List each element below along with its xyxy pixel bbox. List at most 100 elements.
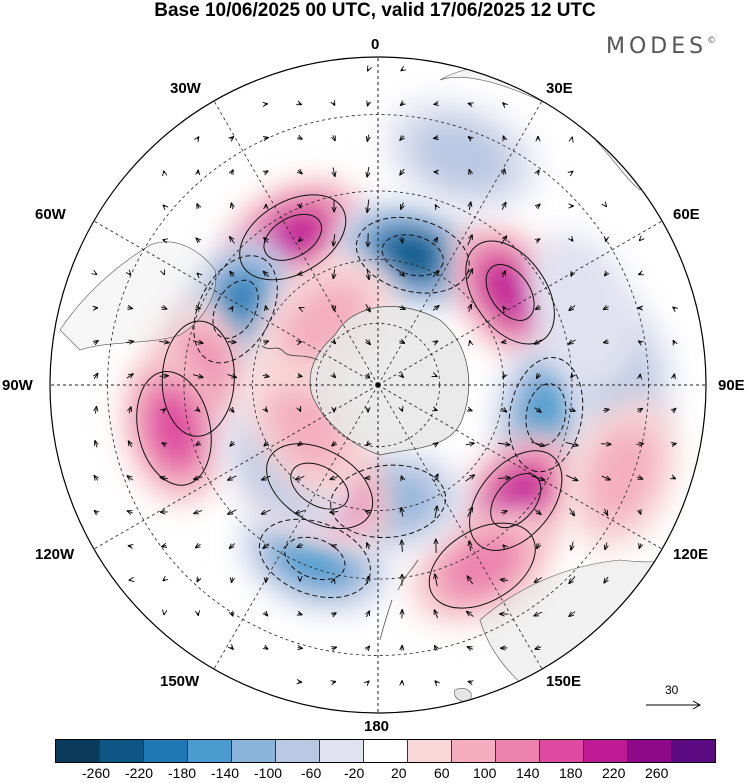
wind-arrow bbox=[299, 342, 302, 343]
wind-arrow bbox=[604, 508, 607, 515]
wind-arrow bbox=[334, 305, 335, 311]
colorbar-swatch bbox=[275, 740, 319, 762]
wind-arrow bbox=[400, 136, 404, 140]
wind-arrow bbox=[129, 407, 131, 414]
wind-arrow bbox=[606, 205, 607, 206]
wind-arrow bbox=[196, 443, 200, 445]
colorbar-swatch bbox=[539, 740, 583, 762]
wind-arrow bbox=[639, 341, 642, 343]
wind-arrow bbox=[128, 441, 131, 448]
wind-arrow bbox=[600, 444, 611, 445]
wind-arrow bbox=[501, 236, 506, 245]
wind-arrow bbox=[330, 477, 339, 480]
colorbar-swatch bbox=[451, 740, 495, 762]
wind-arrow bbox=[534, 408, 541, 412]
wind-arrow bbox=[399, 341, 404, 343]
wind-arrow bbox=[504, 169, 505, 175]
wind-arrow bbox=[126, 374, 133, 378]
wind-arrow bbox=[366, 611, 369, 618]
wind-arrow bbox=[231, 307, 233, 310]
wind-arrow bbox=[299, 204, 300, 208]
wind-arrow bbox=[263, 271, 270, 277]
wind-arrow bbox=[465, 443, 474, 445]
colorbar-tick-label: 220 bbox=[602, 765, 626, 781]
wind-arrow bbox=[674, 374, 675, 378]
wind-arrow bbox=[467, 269, 472, 280]
height-contour bbox=[469, 450, 563, 551]
wind-arrow bbox=[163, 409, 166, 411]
wind-arrow bbox=[264, 138, 269, 139]
wind-arrow bbox=[467, 507, 473, 518]
wind-arrow bbox=[470, 341, 471, 344]
wind-arrow bbox=[366, 339, 371, 344]
colorbar-swatch bbox=[495, 740, 539, 762]
meridian-line bbox=[213, 100, 379, 386]
wind-arrow bbox=[332, 545, 337, 546]
colorbar-tick-label: 180 bbox=[559, 765, 583, 781]
lon-label-30e: 30E bbox=[546, 80, 573, 97]
wind-arrow bbox=[228, 509, 237, 515]
wind-arrow bbox=[264, 612, 267, 616]
wind-arrow bbox=[295, 511, 305, 514]
height-contour bbox=[212, 279, 259, 339]
new-zealand-coastline bbox=[379, 559, 419, 641]
wind-arrow bbox=[197, 204, 199, 209]
wind-arrow bbox=[432, 306, 439, 311]
lon-label-90w: 90W bbox=[2, 377, 33, 394]
wind-arrow bbox=[672, 477, 675, 478]
lon-label-30w: 30W bbox=[170, 80, 201, 97]
wind-arrow bbox=[503, 136, 504, 140]
wind-arrow bbox=[196, 308, 201, 309]
wind-arrow bbox=[571, 272, 573, 276]
colorbar-tick-label: 260 bbox=[645, 765, 669, 781]
lon-label-150e: 150E bbox=[546, 673, 582, 690]
wind-arrow bbox=[265, 408, 267, 411]
wind-arrow bbox=[262, 375, 269, 376]
wind-arrow bbox=[534, 339, 542, 344]
graticule bbox=[50, 57, 706, 713]
wind-arrow bbox=[194, 511, 203, 514]
wind-arrow bbox=[230, 137, 233, 140]
wind-arrow bbox=[266, 306, 267, 310]
colorbar-tick-label: 100 bbox=[473, 765, 497, 781]
wind-arrow bbox=[365, 510, 371, 513]
colorbar-swatch bbox=[99, 740, 143, 762]
wind-arrow bbox=[537, 374, 540, 379]
wind-arrow bbox=[435, 410, 437, 411]
wind-arrow bbox=[332, 613, 336, 615]
wind-arrow bbox=[503, 306, 505, 309]
wind-arrow bbox=[569, 305, 576, 310]
wind-arrow bbox=[230, 237, 235, 244]
wind-arrow bbox=[299, 308, 300, 309]
colorbar-tick-label: -100 bbox=[254, 765, 283, 781]
wind-arrow bbox=[332, 442, 336, 446]
colorbar bbox=[55, 739, 716, 763]
lon-label-120w: 120W bbox=[35, 546, 75, 563]
wind-arrow bbox=[435, 238, 438, 243]
wind-arrow bbox=[503, 545, 505, 547]
colorbar-swatch bbox=[363, 740, 407, 762]
wind-arrow bbox=[195, 544, 200, 548]
wind-arrow bbox=[497, 443, 510, 445]
wind-arrow bbox=[365, 304, 370, 312]
wind-arrow bbox=[94, 475, 98, 480]
wind-arrow bbox=[197, 578, 199, 581]
lon-label-60w: 60W bbox=[35, 206, 66, 223]
height-contour bbox=[465, 240, 555, 345]
anomaly-field bbox=[119, 99, 679, 627]
wind-arrow bbox=[468, 103, 472, 104]
height-contour bbox=[284, 536, 346, 581]
wind-arrow bbox=[465, 475, 475, 482]
wind-arrow bbox=[536, 204, 540, 207]
wind-arrow bbox=[604, 576, 608, 583]
anomaly-level bbox=[380, 233, 445, 278]
anomaly-level bbox=[483, 261, 538, 324]
height-contour bbox=[508, 357, 584, 473]
map-title: Base 10/06/2025 00 UTC, valid 17/06/2025… bbox=[154, 0, 596, 21]
height-contour bbox=[490, 473, 542, 529]
wind-arrow bbox=[334, 579, 335, 581]
wind-arrow bbox=[467, 576, 474, 585]
wind-arrow bbox=[367, 268, 369, 280]
wind-arrow bbox=[129, 273, 130, 275]
height-contour bbox=[381, 234, 444, 277]
